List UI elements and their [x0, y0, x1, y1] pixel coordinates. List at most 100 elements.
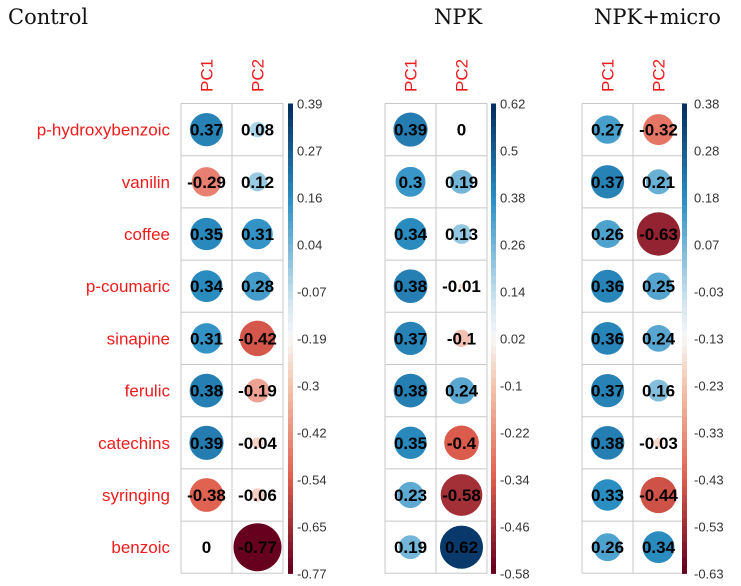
colorbar-segment	[491, 510, 496, 520]
colorbar-tick-label: -0.58	[500, 566, 530, 581]
correlation-circle	[189, 112, 224, 147]
colorbar-segment	[491, 173, 496, 183]
colorbar-segment	[491, 181, 496, 191]
colorbar-segment	[491, 369, 496, 379]
correlation-circle	[191, 167, 222, 197]
colorbar-segment	[491, 346, 496, 355]
colorbar-segment	[288, 158, 293, 167]
correlation-circle	[640, 476, 677, 514]
colorbar-tick-label: 0.62	[500, 97, 525, 112]
correlation-circle	[394, 426, 427, 459]
colorbar-segment	[491, 416, 496, 426]
colorbar-tick-label: -0.77	[297, 566, 327, 581]
colorbar-tick-label: -0.07	[297, 284, 327, 299]
colorbar-segment	[491, 299, 496, 308]
colorbar-segment	[491, 142, 496, 152]
colorbar-segment	[682, 330, 687, 339]
colorbar-segment	[288, 448, 293, 457]
value-label: 0.38	[394, 382, 427, 401]
heatmap-panel: PC1 PC2 0.37 0.08 -0.29 0.12 0.35 0.31 0.34 0.28 0…	[180, 59, 327, 581]
colorbar-segment	[682, 518, 687, 527]
value-label: -0.38	[187, 486, 226, 505]
colorbar-segment	[288, 416, 293, 426]
correlation-circle	[590, 373, 625, 408]
colorbar-segment	[491, 283, 496, 293]
colorbar-segment	[491, 338, 496, 347]
value-label: -0.32	[639, 121, 678, 140]
colorbar-tick-label: -0.34	[500, 472, 530, 487]
correlation-circle	[647, 379, 670, 402]
row-label: syringing	[102, 486, 170, 505]
colorbar-segment	[288, 252, 293, 261]
colorbar-segment	[491, 408, 496, 418]
colorbar-segment	[288, 275, 293, 285]
value-label: -0.19	[238, 382, 277, 401]
colorbar-segment	[682, 307, 687, 316]
colorbar-segment	[288, 534, 293, 543]
colorbar-segment	[682, 424, 687, 433]
colorbar-tick-label: -0.43	[694, 472, 724, 487]
value-label: -0.63	[639, 225, 678, 244]
value-label: 0.08	[241, 121, 274, 140]
colorbar-tick-label: 0.04	[297, 237, 322, 252]
correlation-circle	[458, 283, 465, 289]
correlation-circle	[451, 224, 472, 244]
colorbar-segment	[682, 103, 687, 112]
colorbar-segment	[491, 487, 496, 496]
column-label: PC2	[249, 59, 268, 92]
correlation-circle	[233, 523, 282, 572]
colorbar-segment	[491, 267, 496, 277]
correlation-circle	[248, 172, 267, 192]
value-label: 0.28	[241, 277, 274, 296]
value-label: 0.31	[190, 329, 223, 348]
colorbar-segment	[682, 189, 687, 199]
colorbar-segment	[491, 377, 496, 386]
colorbar-segment	[491, 455, 496, 465]
correlation-circle	[653, 438, 664, 448]
colorbar-segment	[491, 549, 496, 559]
colorbar-segment	[491, 275, 496, 285]
colorbar-segment	[682, 557, 687, 567]
colorbar-segment	[682, 455, 687, 465]
value-label: -0.4	[447, 434, 477, 453]
colorbar-segment	[491, 314, 496, 324]
colorbar-segment	[491, 518, 496, 527]
colorbar-segment	[682, 487, 687, 496]
value-label: 0.39	[394, 121, 427, 140]
colorbar-segment	[288, 346, 293, 355]
colorbar-segment	[288, 471, 293, 480]
heatmap-panel: PC1 PC2 0.39 0 0.3 0.19 0.34 0.13 0.38 -0.01 0.37 -…	[384, 59, 530, 581]
correlation-circle	[395, 166, 426, 197]
colorbar-segment	[682, 393, 687, 402]
colorbar-segment	[491, 119, 496, 128]
correlation-circle	[593, 115, 622, 144]
colorbar-segment	[288, 526, 293, 535]
colorbar-segment	[682, 275, 687, 285]
colorbar-segment	[491, 197, 496, 206]
colorbar-segment	[288, 103, 293, 112]
colorbar-segment	[288, 134, 293, 144]
colorbar-segment	[288, 361, 293, 371]
colorbar-tick-label: 0.38	[500, 190, 525, 205]
colorbar-segment	[288, 166, 293, 175]
panel-title: NPK+micro	[594, 5, 721, 29]
colorbar-segment	[491, 213, 496, 222]
correlation-circle	[591, 321, 624, 355]
colorbar-segment	[491, 463, 496, 473]
column-label: PC1	[198, 59, 217, 92]
colorbar-segment	[288, 338, 293, 347]
colorbar-tick-label: 0.02	[500, 331, 525, 346]
value-label: -0.58	[442, 486, 481, 505]
colorbar-segment	[491, 479, 496, 488]
colorbar-segment	[288, 220, 293, 230]
colorbar-segment	[682, 150, 687, 159]
correlation-circle	[393, 269, 428, 304]
colorbar-segment	[288, 299, 293, 308]
correlation-circle	[189, 373, 224, 408]
colorbar-segment	[491, 307, 496, 316]
colorbar-segment	[288, 173, 293, 183]
colorbar-segment	[491, 260, 496, 269]
colorbar-segment	[288, 330, 293, 339]
colorbar-segment	[682, 440, 687, 449]
colorbar-segment	[682, 565, 687, 574]
